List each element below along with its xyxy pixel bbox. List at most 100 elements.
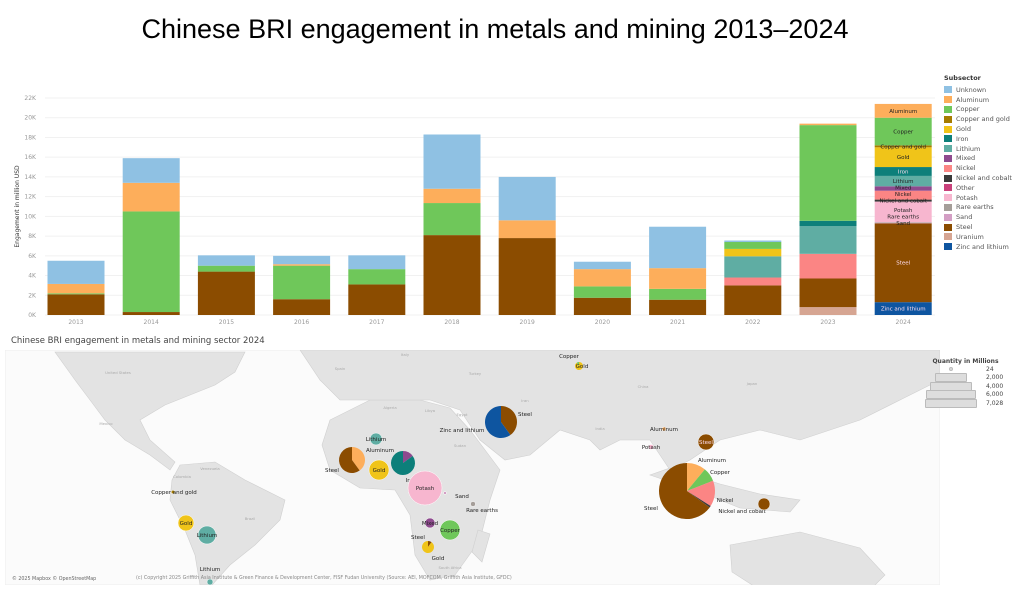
bar-segment-aluminum <box>122 182 180 212</box>
y-tick-label: 8K <box>28 233 37 240</box>
legend-item[interactable]: Rare earths <box>944 203 1012 213</box>
legend-item[interactable]: Other <box>944 183 1012 193</box>
legend-item[interactable]: Nickel <box>944 163 1012 173</box>
bar-segment-copper <box>197 265 255 272</box>
legend-label: Other <box>956 183 975 192</box>
map-marker[interactable]: Steel <box>697 433 715 451</box>
bar-segment-aluminum <box>498 220 556 239</box>
map-marker[interactable] <box>757 497 771 511</box>
legend-item[interactable]: Gold <box>944 124 1012 134</box>
map-label: Lithium <box>197 533 218 539</box>
legend-swatch <box>944 96 952 104</box>
legend-label: Copper and gold <box>956 115 1010 124</box>
legend-label: Unknown <box>956 85 987 94</box>
map-marker[interactable]: Aluminum Copper Nickel Nickel and cobalt Ste… <box>644 458 767 520</box>
size-legend-value: 6,000 <box>986 391 1004 399</box>
size-legend-value: 7,028 <box>986 399 1004 407</box>
bar-segment-unknown <box>197 255 255 266</box>
size-legend-value: 2,000 <box>986 374 1004 382</box>
legend-label: Zinc and lithium <box>956 242 1009 251</box>
country-label: Sudan <box>454 443 467 448</box>
land-south-america <box>169 461 286 585</box>
map-marker[interactable]: Steel Zinc and lithium <box>440 406 533 439</box>
map-marker[interactable]: Potash <box>642 444 661 452</box>
map-marker[interactable]: Aluminum <box>650 426 678 433</box>
bar-segment-lithium <box>724 256 782 278</box>
legend-item[interactable]: Sand <box>944 212 1012 222</box>
map-marker[interactable]: Copper <box>439 519 461 541</box>
map-label: Steel <box>411 535 425 541</box>
data-label: Potash <box>894 208 913 214</box>
legend-item[interactable]: Copper and gold <box>944 114 1012 124</box>
bar-segment-potash <box>874 201 932 223</box>
bar-segment-steel <box>423 235 481 315</box>
legend-item[interactable]: Zinc and lithium <box>944 242 1012 252</box>
x-tick-label: 2024 <box>896 319 911 326</box>
legend-item[interactable]: Nickel and cobalt <box>944 173 1012 183</box>
legend-label: Sand <box>956 213 973 222</box>
legend-label: Uranium <box>956 232 984 241</box>
legend-item[interactable]: Unknown <box>944 85 1012 95</box>
map-marker[interactable]: Rare earths <box>466 501 498 515</box>
map-marker[interactable]: Steel Gold <box>411 535 444 562</box>
x-tick-label: 2016 <box>294 319 309 326</box>
map-label: Steel <box>644 506 658 512</box>
legend-item[interactable]: Copper <box>944 105 1012 115</box>
map-marker[interactable]: Lithium <box>200 567 221 585</box>
pie-slice <box>391 451 416 476</box>
pie-slice <box>369 432 383 446</box>
bar-segment-copper <box>724 242 782 249</box>
y-tick-label: 22K <box>24 95 37 102</box>
bar-segment-aluminum <box>423 188 481 204</box>
bar-segment-gold <box>724 248 782 257</box>
map-label: Zinc and lithium <box>440 428 485 434</box>
map-marker[interactable]: Gold <box>177 514 195 532</box>
bar-segment-steel <box>799 278 857 308</box>
map-marker[interactable]: Lithium <box>197 525 218 545</box>
bar-segment-unknown <box>498 176 556 221</box>
legend-item[interactable]: Lithium <box>944 144 1012 154</box>
pie-slice <box>687 491 711 508</box>
map-marker[interactable]: Lithium <box>366 432 387 446</box>
map-label: Sand <box>455 494 469 500</box>
legend-item[interactable]: Aluminum <box>944 95 1012 105</box>
pie-slice <box>403 451 413 463</box>
map-label: Aluminum <box>698 458 726 464</box>
map-label: Copper <box>710 470 731 476</box>
pie-slice <box>687 463 705 491</box>
bar-segment-steel <box>874 223 932 303</box>
country-label: Italy <box>401 352 410 357</box>
legend-item[interactable]: Steel <box>944 222 1012 232</box>
map-marker[interactable]: Copper Gold <box>559 354 588 370</box>
country-label: Brazil <box>245 516 256 521</box>
map-marker[interactable]: Gold <box>368 459 390 481</box>
legend-item[interactable]: Iron <box>944 134 1012 144</box>
map-label: Potash <box>416 486 435 492</box>
bar-segment-sand <box>874 222 932 224</box>
legend-label: Gold <box>956 125 971 134</box>
map-marker[interactable]: Copper and gold <box>151 489 197 496</box>
bar-segment-copper <box>799 125 857 221</box>
legend-item[interactable]: Potash <box>944 193 1012 203</box>
x-tick-label: 2015 <box>219 319 234 326</box>
map-marker[interactable]: Aluminum Steel <box>325 447 394 474</box>
size-legend-row: 4,000 <box>918 381 1023 391</box>
map-marker[interactable]: Potash <box>407 470 443 506</box>
pie-slice <box>368 459 390 481</box>
pie-slice <box>661 426 667 432</box>
pie-slice <box>501 406 517 435</box>
pie-slice <box>757 497 771 511</box>
map-title: Chinese BRI engagement in metals and min… <box>11 336 265 346</box>
pie-slice <box>576 362 579 366</box>
map-marker[interactable]: Sand <box>443 491 469 501</box>
size-legend-mark <box>949 367 953 372</box>
legend-item[interactable]: Uranium <box>944 232 1012 242</box>
legend-swatch <box>944 213 952 221</box>
world-map[interactable]: United States Mexico Venezuela Colombia Braz… <box>5 350 940 585</box>
pie-slice <box>407 470 443 506</box>
bar-segment-nickel <box>874 190 932 200</box>
map-marker[interactable]: Mixed <box>422 517 438 529</box>
y-tick-label: 2K <box>28 292 37 299</box>
legend-swatch <box>944 203 952 211</box>
legend-item[interactable]: Mixed <box>944 154 1012 164</box>
